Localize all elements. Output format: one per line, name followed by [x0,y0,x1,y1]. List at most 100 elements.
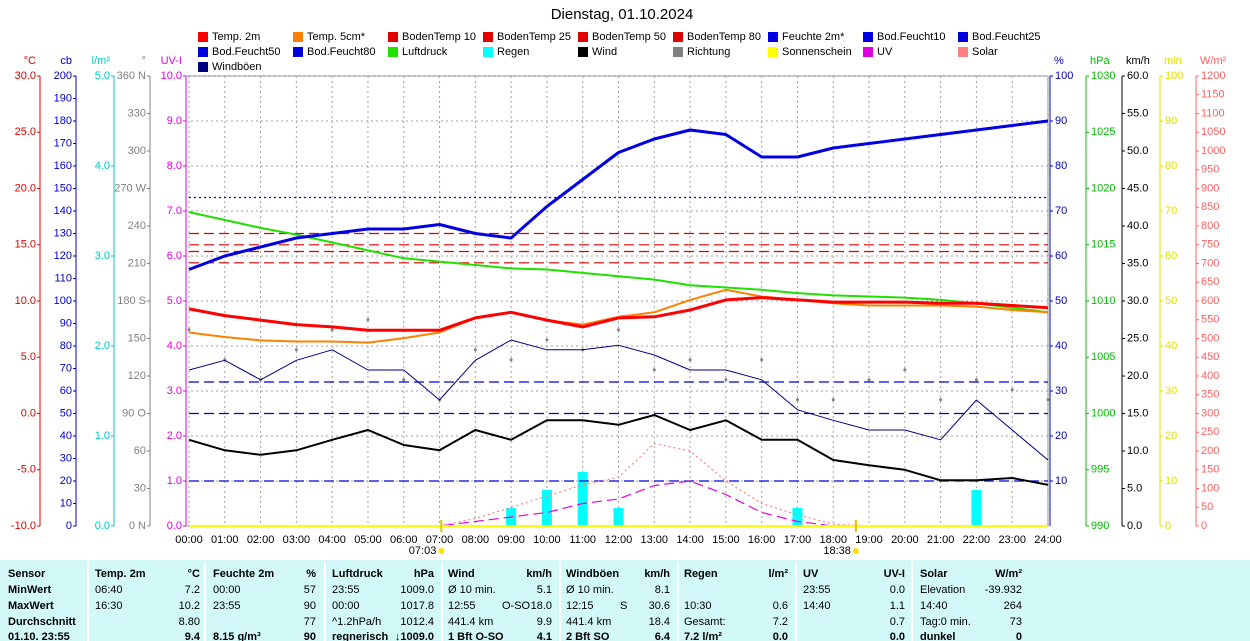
table-cell: Tag:0 min. [920,616,971,628]
table-cell: 90 [304,631,316,641]
table-cell: 2 Bft SO [566,631,610,641]
table-cell: 0 [1016,631,1022,641]
table-cell: 30.6 [649,600,670,612]
axis-title: W/m² [1200,55,1227,67]
table-cell: Ø 10 min. [448,584,496,596]
y-tick-label: 270 W [114,182,146,194]
table-cell: °C [188,568,200,580]
y-tick-label: 80 [1165,160,1177,172]
legend-swatch [958,47,968,57]
y-tick-label: 30 [134,482,146,494]
sunrise-label: 07:03 [409,545,437,557]
rain-bar [792,508,803,526]
x-tick-label: 18:00 [819,534,847,546]
x-tick-label: 10:00 [533,534,561,546]
legend-label: BodenTemp 10 [402,31,476,43]
y-tick-label: 30 [60,452,72,464]
y-tick-label: 15.0 [1127,407,1148,419]
y-tick-label: 100 [1055,70,1073,82]
y-tick-label: 8.0 [167,160,182,172]
axis-title: km/h [1126,55,1150,67]
y-tick-label: 800 [1201,220,1219,232]
table-cell: 0.0 [773,631,788,641]
y-tick-label: 70 [60,362,72,374]
y-tick-label: 70 [1055,205,1067,217]
direction-dot [545,338,549,342]
table-cell: 1009.0 [400,584,434,596]
x-tick-label: 04:00 [318,534,346,546]
table-cell: S [620,600,627,612]
table-cell: km/h [526,568,552,580]
table-cell: W/m² [995,568,1022,580]
y-tick-label: 5.0 [167,295,182,307]
y-tick-label: 3.0 [95,250,110,262]
stats-background [0,560,1250,641]
y-tick-label: 0.0 [167,520,182,532]
y-tick-label: 50 [1055,295,1067,307]
table-cell: UV [803,568,819,580]
y-tick-label: 400 [1201,370,1219,382]
y-tick-label: 5.0 [1127,482,1142,494]
table-cell: dunkel [920,631,955,641]
table-cell: 264 [1004,600,1022,612]
table-cell: 5.1 [537,584,552,596]
y-tick-label: 180 [54,115,72,127]
axis-title: cb [60,55,72,67]
x-tick-label: 14:00 [676,534,704,546]
table-cell: 12:15 [566,600,594,612]
legend-label: Sonnenschein [782,46,852,58]
table-cell: 10:30 [684,600,712,612]
legend-swatch [578,32,588,42]
y-tick-label: 500 [1201,332,1219,344]
table-cell: 9.9 [537,616,552,628]
direction-dot [903,368,907,372]
table-cell: 00:00 [332,600,360,612]
direction-dot [688,358,692,362]
legend-label: BodenTemp 25 [497,31,571,43]
x-tick-label: 13:00 [641,534,669,546]
y-tick-label: 30 [1165,385,1177,397]
y-tick-label: 1000 [1201,145,1225,157]
y-tick-label: 2.0 [167,430,182,442]
y-tick-label: 130 [54,227,72,239]
table-cell: 18.0 [531,600,552,612]
table-cell: 0.7 [890,616,905,628]
axis-title: l/m² [92,55,111,67]
legend-label: BodenTemp 80 [687,31,761,43]
direction-dot [366,318,370,322]
series-line [188,296,1049,332]
y-tick-label: 200 [54,70,72,82]
legend-swatch [198,32,208,42]
direction-dot [724,378,728,382]
y-tick-label: 90 [1165,115,1177,127]
legend-label: BodenTemp 50 [592,31,666,43]
y-tick-label: 20.0 [15,182,36,194]
legend-swatch [673,47,683,57]
rain-bar [971,490,982,526]
direction-dot [831,398,835,402]
y-tick-label: 25.0 [1127,332,1148,344]
y-tick-label: 20 [1165,430,1177,442]
x-tick-label: 08:00 [462,534,490,546]
legend-label: Regen [497,46,529,58]
y-tick-label: 0 [1201,520,1207,532]
direction-dot [617,328,620,332]
y-tick-label: 700 [1201,257,1219,269]
x-tick-label: 12:00 [605,534,633,546]
y-tick-label: 60 [134,445,146,457]
table-cell: 73 [1010,616,1022,628]
y-tick-label: 6.0 [167,250,182,262]
chart-title: Dienstag, 01.10.2024 [551,6,694,23]
x-tick-label: 09:00 [497,534,525,546]
y-tick-label: -5.0 [17,464,36,476]
sunset-label: 18:38 [823,545,851,557]
y-tick-label: 10 [1055,475,1067,487]
y-tick-label: 80 [1055,160,1067,172]
table-cell: 14:40 [803,600,831,612]
legend-label: Wind [592,46,617,58]
y-tick-label: 10 [1165,475,1177,487]
table-cell: 1.1 [890,600,905,612]
series-line [189,442,1048,527]
x-tick-label: 21:00 [927,534,955,546]
legend-label: Solar [972,46,998,58]
